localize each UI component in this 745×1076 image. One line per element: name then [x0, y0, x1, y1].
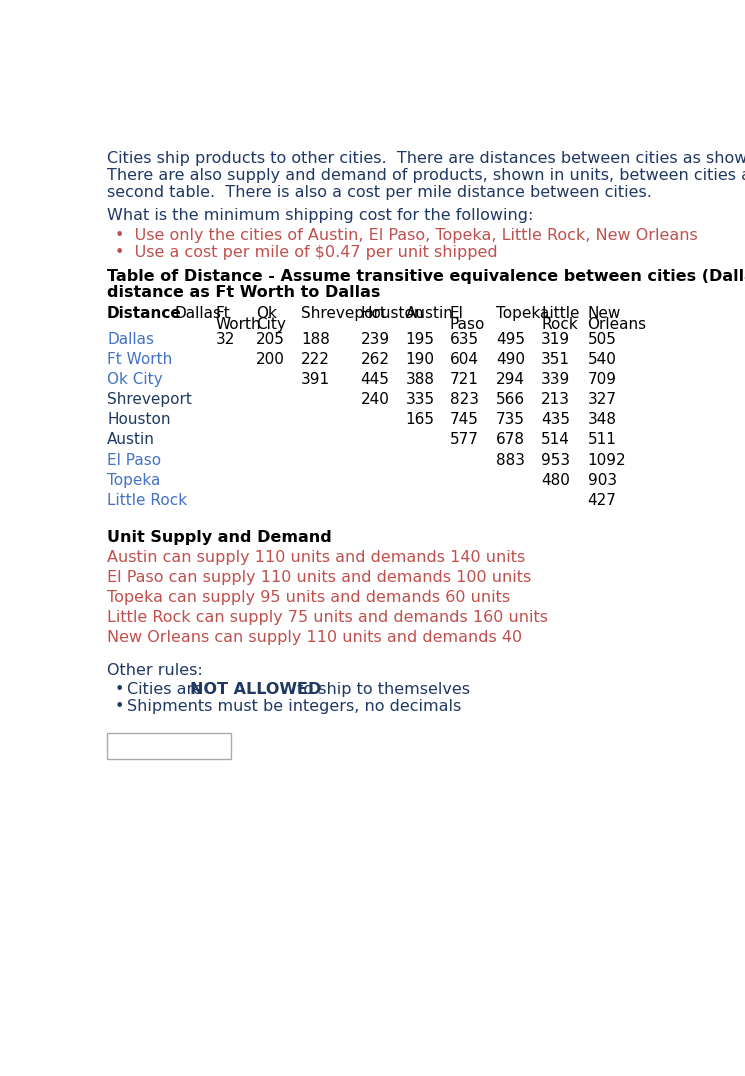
Text: 388: 388	[405, 372, 434, 387]
Text: 294: 294	[496, 372, 525, 387]
Text: 445: 445	[361, 372, 390, 387]
Text: Paso: Paso	[450, 317, 485, 332]
Text: New Orleans can supply 110 units and demands 40: New Orleans can supply 110 units and dem…	[107, 629, 522, 645]
Text: 239: 239	[361, 332, 390, 348]
Text: 883: 883	[496, 453, 525, 467]
Text: 735: 735	[496, 412, 525, 427]
FancyBboxPatch shape	[107, 733, 231, 759]
Text: •: •	[115, 682, 134, 697]
Text: 511: 511	[588, 433, 616, 448]
Text: Distance: Distance	[107, 307, 182, 322]
Text: 327: 327	[588, 393, 617, 408]
Text: 195: 195	[405, 332, 434, 348]
Text: 222: 222	[301, 353, 330, 367]
Text: 823: 823	[450, 393, 478, 408]
Text: 903: 903	[588, 472, 617, 487]
Text: 391: 391	[301, 372, 330, 387]
Text: 205: 205	[256, 332, 285, 348]
Text: 577: 577	[450, 433, 478, 448]
Text: •  Use a cost per mile of $0.47 per unit shipped: • Use a cost per mile of $0.47 per unit …	[115, 244, 498, 259]
Text: 351: 351	[541, 353, 570, 367]
Text: El: El	[450, 307, 463, 322]
Text: 540: 540	[588, 353, 616, 367]
Text: Little Rock: Little Rock	[107, 493, 187, 508]
Text: 348: 348	[588, 412, 617, 427]
Text: Cities ship products to other cities.  There are distances between cities as sho: Cities ship products to other cities. Th…	[107, 151, 745, 166]
Text: 495: 495	[496, 332, 525, 348]
Text: 32: 32	[215, 332, 235, 348]
Text: 213: 213	[541, 393, 570, 408]
Text: 709: 709	[588, 372, 617, 387]
Text: Ft: Ft	[215, 307, 230, 322]
Text: 953: 953	[541, 453, 570, 467]
Text: •: •	[115, 699, 134, 713]
Text: Cities are: Cities are	[127, 682, 208, 697]
Text: Little: Little	[541, 307, 580, 322]
Text: Shreveport: Shreveport	[107, 393, 192, 408]
Text: Unit Supply and Demand: Unit Supply and Demand	[107, 529, 332, 544]
Text: 339: 339	[541, 372, 571, 387]
Text: Ok: Ok	[256, 307, 276, 322]
Text: 319: 319	[541, 332, 570, 348]
Text: 566: 566	[496, 393, 525, 408]
Text: 200: 200	[256, 353, 285, 367]
Text: 262: 262	[361, 353, 390, 367]
Text: 190: 190	[405, 353, 434, 367]
Text: 427: 427	[588, 493, 616, 508]
Text: 480: 480	[541, 472, 570, 487]
Text: Other rules:: Other rules:	[107, 664, 203, 679]
Text: 514: 514	[541, 433, 570, 448]
Text: •  Use only the cities of Austin, El Paso, Topeka, Little Rock, New Orleans: • Use only the cities of Austin, El Paso…	[115, 228, 697, 243]
Text: 678: 678	[496, 433, 525, 448]
Text: There are also supply and demand of products, shown in units, between cities as : There are also supply and demand of prod…	[107, 168, 745, 183]
Text: NOT ALLOWED: NOT ALLOWED	[190, 682, 321, 697]
Text: Orleans: Orleans	[588, 317, 647, 332]
Text: Ok City: Ok City	[107, 372, 162, 387]
Text: Worth: Worth	[215, 317, 261, 332]
Text: 721: 721	[450, 372, 478, 387]
Text: 505: 505	[588, 332, 616, 348]
Text: El Paso can supply 110 units and demands 100 units: El Paso can supply 110 units and demands…	[107, 569, 531, 584]
Text: Topeka: Topeka	[496, 307, 550, 322]
Text: 165: 165	[405, 412, 434, 427]
Text: What is the minimum shipping cost for the following:: What is the minimum shipping cost for th…	[107, 208, 533, 223]
Text: Austin can supply 110 units and demands 140 units: Austin can supply 110 units and demands …	[107, 550, 525, 565]
Text: 335: 335	[405, 393, 434, 408]
Text: Little Rock can supply 75 units and demands 160 units: Little Rock can supply 75 units and dema…	[107, 610, 548, 624]
Text: New: New	[588, 307, 621, 322]
Text: Dallas: Dallas	[174, 307, 221, 322]
Text: to ship to themselves: to ship to themselves	[292, 682, 469, 697]
Text: El Paso: El Paso	[107, 453, 161, 467]
Text: Rock: Rock	[541, 317, 578, 332]
Text: Houston: Houston	[361, 307, 424, 322]
Text: 240: 240	[361, 393, 390, 408]
Text: 1092: 1092	[588, 453, 627, 467]
Text: 604: 604	[450, 353, 478, 367]
Text: City: City	[256, 317, 286, 332]
Text: Table of Distance - Assume transitive equivalence between cities (Dallas to Ft W: Table of Distance - Assume transitive eq…	[107, 269, 745, 284]
Text: 435: 435	[541, 412, 570, 427]
Text: Austin: Austin	[107, 433, 155, 448]
Text: distance as Ft Worth to Dallas: distance as Ft Worth to Dallas	[107, 285, 381, 299]
Text: Houston: Houston	[107, 412, 171, 427]
Text: Shipments must be integers, no decimals: Shipments must be integers, no decimals	[127, 699, 461, 713]
Text: Dallas: Dallas	[107, 332, 154, 348]
Text: 745: 745	[450, 412, 478, 427]
Text: Austin: Austin	[405, 307, 453, 322]
Text: 635: 635	[450, 332, 479, 348]
Text: Topeka can supply 95 units and demands 60 units: Topeka can supply 95 units and demands 6…	[107, 590, 510, 605]
Text: second table.  There is also a cost per mile distance between cities.: second table. There is also a cost per m…	[107, 185, 652, 199]
Text: Topeka: Topeka	[107, 472, 160, 487]
Text: Shreveport: Shreveport	[301, 307, 386, 322]
Text: Ft Worth: Ft Worth	[107, 353, 172, 367]
Text: 490: 490	[496, 353, 525, 367]
Text: 188: 188	[301, 332, 330, 348]
